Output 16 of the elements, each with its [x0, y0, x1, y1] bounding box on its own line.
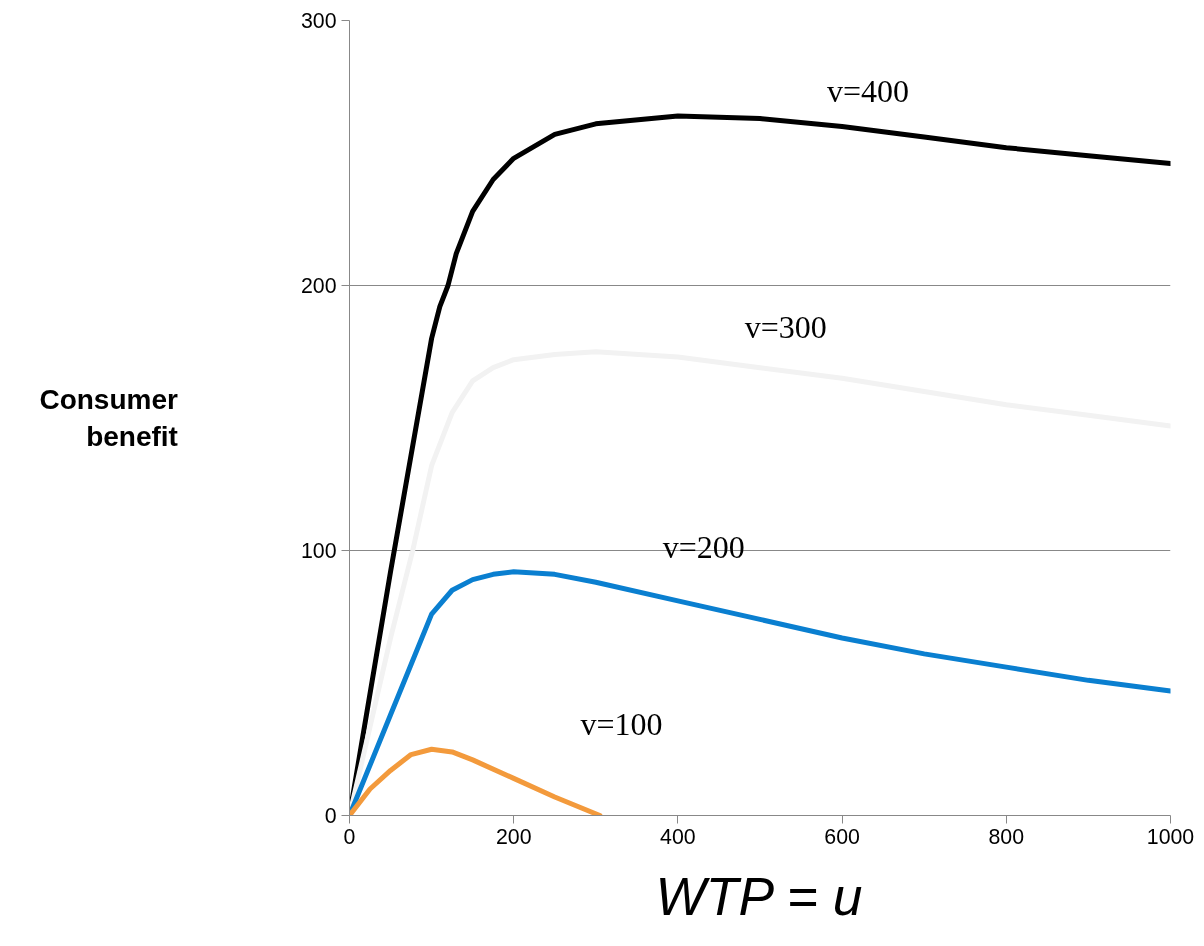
x-tick-label: 200	[495, 824, 532, 849]
x-tick-label: 600	[824, 824, 861, 849]
x-tick-label: 400	[660, 824, 696, 849]
y-tick-label: 100	[300, 539, 337, 563]
y-tick-label: 300	[300, 9, 337, 33]
y-tick-label: 200	[300, 274, 337, 298]
x-tick-label: 0	[343, 824, 356, 849]
x-tick-label: 1000	[1146, 824, 1195, 849]
series-label: v=400	[826, 72, 909, 109]
series-label: v=100	[580, 706, 663, 743]
y-tick-label: 0	[324, 804, 337, 828]
series-label: v=300	[744, 308, 827, 345]
series-label: v=200	[662, 528, 745, 565]
x-axis-title: WTP = u	[655, 866, 863, 926]
y-axis-title: Consumer benefit	[39, 383, 179, 453]
x-tick-label: 800	[988, 824, 1025, 849]
